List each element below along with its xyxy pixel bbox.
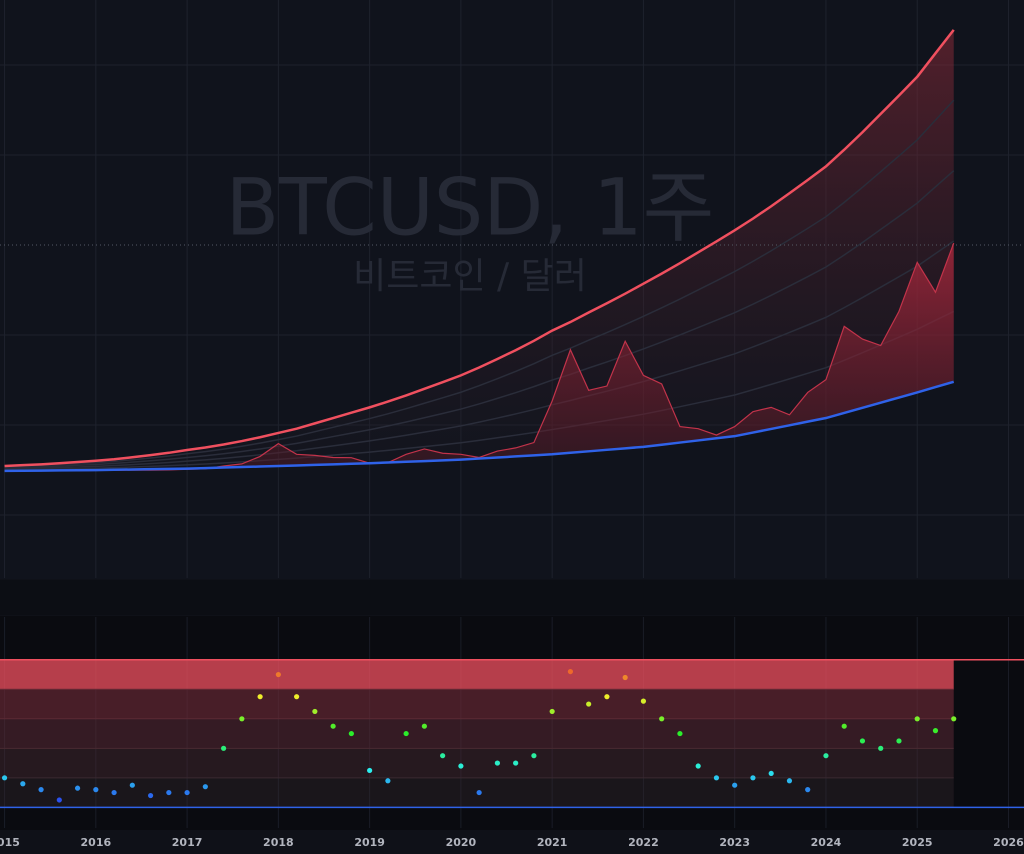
oscillator-dot — [622, 674, 628, 681]
oscillator-dot — [859, 738, 866, 744]
oscillator-dot — [823, 753, 829, 759]
oscillator-dot — [531, 753, 537, 759]
x-tick-label: 2025 — [902, 836, 933, 849]
oscillator-dot — [659, 716, 665, 722]
band-level — [4, 170, 955, 469]
oscillator-dot — [257, 694, 263, 700]
oscillator-dot — [385, 778, 391, 784]
x-tick-label: 2017 — [172, 836, 203, 849]
oscillator-dot — [20, 781, 26, 787]
oscillator-dot — [166, 789, 172, 796]
x-tick-label: 2016 — [81, 836, 112, 849]
band-level — [4, 240, 955, 470]
oscillator-dot — [56, 797, 62, 803]
oscillator-dot — [476, 789, 482, 796]
oscillator-dot — [458, 763, 464, 769]
level-band — [0, 748, 954, 778]
oscillator-dot — [494, 760, 500, 766]
x-tick-label: 2023 — [719, 836, 750, 849]
oscillator-dot — [604, 694, 610, 700]
oscillator-dot — [440, 753, 446, 759]
band-level — [4, 99, 955, 468]
x-tick-label: 2015 — [0, 836, 20, 849]
oscillator-dot — [932, 728, 939, 734]
oscillator-dot — [221, 745, 227, 751]
oscillator-dot — [312, 708, 318, 715]
band-line — [4, 380, 955, 473]
oscillator-dot — [348, 730, 354, 737]
oscillator-dot — [732, 782, 738, 788]
oscillator-dot — [294, 694, 300, 700]
oscillator-dot — [768, 770, 774, 777]
oscillator-dot — [330, 723, 336, 729]
oscillator-dot — [677, 730, 683, 737]
oscillator-dot — [640, 698, 647, 704]
band-level — [4, 310, 955, 471]
oscillator-dot — [513, 760, 519, 766]
oscillator-dot — [202, 784, 208, 790]
x-tick-label: 2019 — [354, 836, 385, 849]
pane-separator — [0, 580, 1024, 615]
oscillator-dot — [805, 787, 811, 793]
oscillator-dot — [586, 701, 592, 707]
oscillator-dot — [567, 668, 574, 675]
oscillator-dot — [38, 787, 44, 793]
oscillator-dot — [549, 708, 555, 715]
oscillator-dot — [147, 792, 154, 799]
oscillator-dot — [239, 716, 245, 722]
oscillator-dot — [914, 716, 920, 722]
oscillator-dot — [951, 716, 957, 722]
oscillator-dot — [403, 730, 409, 737]
oscillator-dot — [184, 789, 190, 796]
x-tick-label: 2022 — [628, 836, 659, 849]
oscillator-dot — [878, 745, 884, 751]
band-line — [4, 29, 955, 468]
level-band — [0, 659, 954, 690]
oscillator-dot — [1, 775, 8, 781]
oscillator-dot — [750, 775, 756, 781]
watermark-title: BTCUSD, 1주 — [226, 163, 715, 253]
oscillator-dot — [93, 787, 99, 793]
x-tick-label: 2021 — [537, 836, 568, 849]
x-tick-label: 2026 — [993, 836, 1024, 849]
x-tick-label: 2024 — [811, 836, 842, 849]
oscillator-dot — [695, 763, 701, 769]
oscillator-dot — [786, 778, 793, 784]
level-band — [0, 718, 954, 749]
oscillator-dot — [421, 723, 427, 729]
oscillator-dot — [367, 767, 373, 774]
level-band — [0, 689, 954, 719]
oscillator-dot — [129, 782, 135, 788]
oscillator-dot — [74, 785, 81, 791]
oscillator-dot — [111, 789, 117, 796]
oscillator-dot — [896, 738, 902, 744]
x-tick-label: 2020 — [446, 836, 477, 849]
oscillator-dot — [713, 775, 720, 781]
x-tick-label: 2018 — [263, 836, 294, 849]
plot: 2015 2016 2017 2018 2019 2020 2021 2022 2023 2024… — [0, 29, 1024, 849]
oscillator-dot — [275, 671, 281, 678]
oscillator-dot — [841, 723, 847, 729]
watermark-subtitle: 비트코인 / 달러 — [353, 256, 587, 297]
band-fill — [4, 29, 954, 471]
